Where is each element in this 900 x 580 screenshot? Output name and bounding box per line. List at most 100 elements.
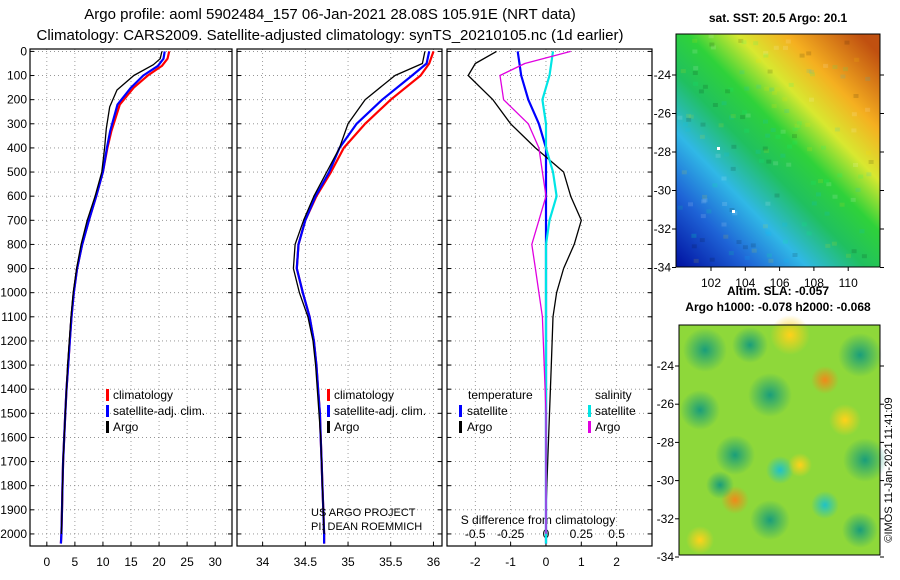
sst-speckle xyxy=(795,125,801,130)
sla-anomaly-blob xyxy=(788,453,812,477)
sst-speckle xyxy=(832,194,838,199)
sst-speckle xyxy=(686,113,692,118)
y-tick-label: 300 xyxy=(7,117,27,131)
legend-label: satellite xyxy=(595,404,636,418)
sst-speckle xyxy=(730,166,736,171)
sst-speckle xyxy=(806,51,812,56)
sst-speckle xyxy=(771,104,777,109)
sst-speckle xyxy=(763,148,769,153)
x-tick-label-top: -0.5 xyxy=(465,527,486,541)
sst-speckle xyxy=(738,38,744,43)
sla-anomaly-blob xyxy=(706,471,734,499)
legend-label: satellite xyxy=(467,404,508,418)
sst-speckle xyxy=(692,71,698,75)
sst-x-tick-label: 104 xyxy=(735,276,755,290)
legend-swatch xyxy=(106,421,109,433)
sst-speckle xyxy=(853,94,859,98)
sst-speckle xyxy=(826,182,832,187)
sst-speckle xyxy=(861,254,867,259)
sst-speckle xyxy=(723,234,729,239)
sst-speckle xyxy=(770,128,776,133)
sst-speckle xyxy=(706,209,712,214)
sla-y-tick-label: -24 xyxy=(657,359,675,373)
sst-speckle xyxy=(698,89,704,94)
sst-x-tick-label: 106 xyxy=(770,276,790,290)
difference-from-climatology-series-salinity-satellite xyxy=(541,51,558,544)
sst-speckle xyxy=(712,183,718,188)
sst-speckle xyxy=(759,158,764,163)
sst-speckle xyxy=(763,53,769,58)
sst-x-tick-label: 102 xyxy=(701,276,721,290)
sst-speckle xyxy=(762,146,768,151)
sst-speckle xyxy=(686,117,692,122)
sst-speckle xyxy=(858,174,864,179)
sst-speckle xyxy=(755,149,761,154)
y-tick-label: 600 xyxy=(7,189,27,203)
sla-anomaly-blob xyxy=(811,366,839,394)
sst-speckle xyxy=(846,253,851,258)
sla-anomaly-blob xyxy=(750,500,790,540)
difference-from-climatology-panel xyxy=(446,48,653,547)
sst-speckle xyxy=(801,222,807,227)
sst-speckle xyxy=(712,103,718,107)
y-tick-label: 1900 xyxy=(0,503,27,517)
x-tick-label: 1 xyxy=(578,555,585,569)
sst-speckle xyxy=(851,128,857,133)
sst-speckle xyxy=(692,49,698,54)
x-tick-label: -1 xyxy=(505,555,516,569)
chart-title-line2: Climatology: CARS2009. Satellite-adjuste… xyxy=(36,27,624,44)
y-tick-label: 1000 xyxy=(0,286,27,300)
sst-speckle xyxy=(763,119,768,124)
sst-speckle xyxy=(739,70,745,75)
x-tick-label: 35 xyxy=(341,555,355,569)
sst-speckle xyxy=(810,180,816,185)
sst-x-tick-label: 110 xyxy=(839,276,858,290)
sst-speckle xyxy=(730,114,736,119)
sst-speckle xyxy=(788,82,794,87)
sst-y-tick-label: -32 xyxy=(654,222,672,236)
sst-speckle xyxy=(859,229,865,234)
sst-speckle xyxy=(742,110,748,115)
sst-speckle xyxy=(787,144,792,149)
sst-speckle xyxy=(851,112,857,117)
difference-from-climatology-series-temperature-satellite xyxy=(516,51,548,544)
sst-speckle xyxy=(691,233,697,238)
sst-speckle xyxy=(783,45,788,50)
sst-speckle xyxy=(837,173,843,178)
y-tick-label: 500 xyxy=(7,165,27,179)
sst-speckle xyxy=(766,253,772,258)
sst-speckle xyxy=(744,86,750,91)
sst-speckle xyxy=(865,76,871,81)
temperature-profile-series-satellite-adj-clim- xyxy=(59,51,166,544)
y-tick-label: 1100 xyxy=(1,310,27,324)
sst-speckle xyxy=(853,163,858,167)
sst-speckle xyxy=(773,161,779,166)
y-tick-label: 0 xyxy=(20,44,27,58)
sst-speckle xyxy=(806,231,812,236)
sst-map-image xyxy=(676,34,880,267)
sst-speckle xyxy=(745,113,751,118)
sst-speckle xyxy=(681,170,687,175)
sst-x-tick-label: 108 xyxy=(804,276,824,290)
sst-speckle xyxy=(786,162,792,167)
legend-label: Argo xyxy=(334,420,360,434)
legend-swatch xyxy=(327,405,330,417)
sst-speckle xyxy=(824,179,829,184)
sla-anomaly-blob xyxy=(732,327,768,363)
sla-y-tick-label: -32 xyxy=(657,512,675,526)
sst-speckle xyxy=(702,84,708,89)
sst-speckle xyxy=(832,65,838,69)
sst-speckle xyxy=(692,38,698,43)
sst-speckle xyxy=(816,192,821,197)
y-tick-label: 800 xyxy=(7,237,27,251)
x-tick-label: 30 xyxy=(208,555,222,569)
sla-anomaly-blob xyxy=(715,435,755,475)
copyright-label: ©IMOS 11-Jan-2021 11:41:09 xyxy=(883,397,895,542)
x-tick-label: 5 xyxy=(72,555,79,569)
sst-speckle xyxy=(721,176,727,181)
sla-anomaly-blob xyxy=(811,491,839,519)
sst-speckle xyxy=(767,69,773,74)
sst-speckle xyxy=(854,57,860,62)
sst-speckle xyxy=(688,114,694,119)
